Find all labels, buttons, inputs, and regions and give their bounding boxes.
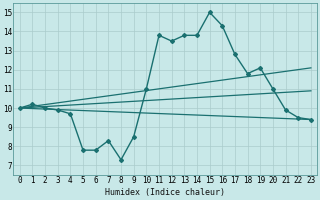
X-axis label: Humidex (Indice chaleur): Humidex (Indice chaleur) bbox=[105, 188, 225, 197]
